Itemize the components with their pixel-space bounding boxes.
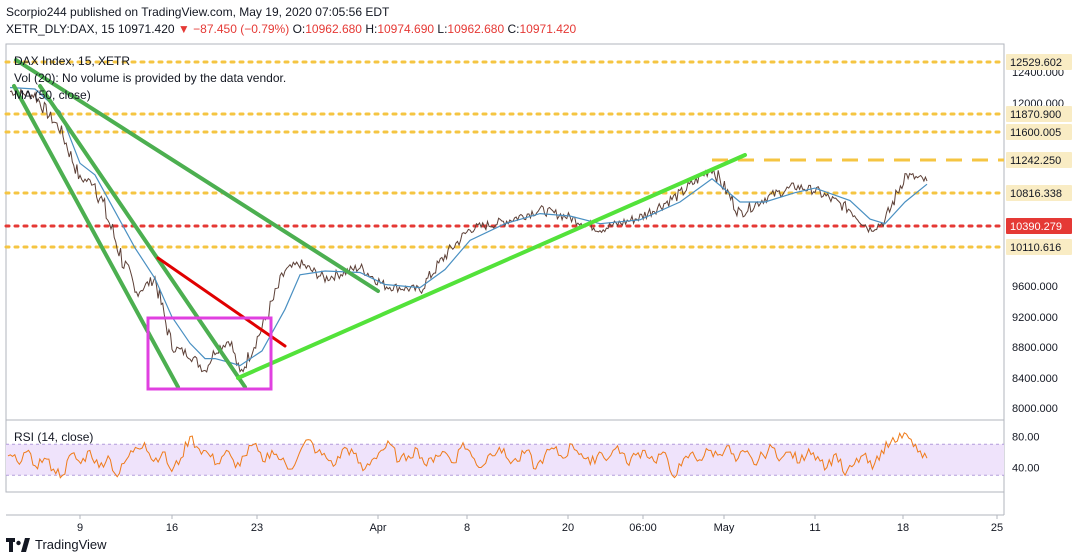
low-value: 10962.680 <box>447 22 505 36</box>
rsi-line <box>7 432 928 479</box>
x-tick-label: 06:00 <box>629 522 657 534</box>
level-price-label: 12529.602 <box>1010 57 1062 69</box>
x-tick-label: Apr <box>369 522 386 534</box>
level-price-labels: 12529.602 11870.900 11600.005 11242.250 1081… <box>1006 54 1072 255</box>
close-value: 10971.420 <box>519 22 577 36</box>
legend-rsi: RSI (14, close) <box>14 430 93 444</box>
rsi-overbought-oversold-band <box>6 444 1004 476</box>
footer-brand-label: TradingView <box>35 537 107 552</box>
trendline-red[interactable] <box>156 256 287 348</box>
trendline-down-mid[interactable] <box>38 84 247 389</box>
level-label-bg <box>1006 124 1072 140</box>
x-tick-label: 20 <box>562 522 574 534</box>
y-tick-label: 8000.000 <box>1012 403 1058 415</box>
x-tick-label: 16 <box>166 522 178 534</box>
high-value: 10974.690 <box>377 22 435 36</box>
open-label: O: <box>292 22 306 36</box>
x-tick-label: May <box>714 522 735 534</box>
symbol-label: XETR_DLY:DAX, 15 <box>6 22 115 36</box>
level-label-bg <box>1006 185 1072 201</box>
close-label: C: <box>507 22 520 36</box>
y-tick-label: 9200.000 <box>1012 312 1058 324</box>
x-tick-label: 9 <box>77 522 83 534</box>
x-tick-label: 25 <box>991 522 1003 534</box>
legend-volume-note: Vol (20): No volume is provided by the d… <box>14 71 286 85</box>
level-price-label: 11242.250 <box>1010 155 1061 167</box>
level-label-bg <box>1006 54 1072 70</box>
price-series <box>9 88 928 373</box>
rsi-tick-label: 80.00 <box>1012 432 1040 444</box>
low-label: L: <box>437 22 448 36</box>
level-price-label: 11870.900 <box>1010 109 1061 121</box>
price-line <box>9 88 928 373</box>
y-tick-label: 8400.000 <box>1012 373 1058 385</box>
high-label: H: <box>365 22 378 36</box>
tradingview-logo-icon <box>6 537 30 552</box>
x-tick-label: 8 <box>464 522 470 534</box>
x-tick-label: 23 <box>251 522 263 534</box>
rsi-series <box>7 432 928 479</box>
consolidation-box[interactable] <box>146 316 273 391</box>
rsi-band <box>6 443 1004 476</box>
publisher-line: Scorpio244 published on TradingView.com,… <box>6 5 390 19</box>
x-tick-label: 11 <box>809 522 820 534</box>
footer-brand[interactable]: TradingView <box>6 537 107 552</box>
open-value: 10962.680 <box>305 22 362 36</box>
trendline-up[interactable] <box>236 153 747 380</box>
legend-instrument: DAX Index, 15, XETR <box>14 54 130 68</box>
x-tick-label: 18 <box>897 522 909 534</box>
level-price-label: 11600.005 <box>1010 127 1061 139</box>
level-label-bg <box>1006 106 1072 122</box>
level-price-label: 10816.338 <box>1010 188 1062 200</box>
horizontal-levels <box>4 60 1006 249</box>
price-pane-frame <box>5 43 1005 421</box>
trendline-down-left[interactable] <box>12 84 180 389</box>
legend-ma: MA (50, close) <box>14 88 91 102</box>
price-change: −87.450 (−0.79%) <box>193 22 290 36</box>
change-arrow-icon: ▼ <box>177 22 190 36</box>
y-tick-label: 9600.000 <box>1012 281 1058 293</box>
level-label-bg <box>1006 239 1072 255</box>
level-price-label: 10110.616 <box>1010 242 1061 254</box>
trendline-down-upper[interactable] <box>14 58 380 293</box>
ma-series <box>9 86 928 367</box>
y-tick-label: 8800.000 <box>1012 342 1058 354</box>
last-price: 10971.420 <box>117 22 175 36</box>
level-price-label: 10390.279 <box>1010 221 1062 233</box>
ma-line <box>9 86 928 367</box>
trend-drawings <box>12 58 747 391</box>
rsi-tick-label: 40.00 <box>1012 463 1040 475</box>
level-label-bg <box>1006 152 1072 168</box>
x-axis-ticks: 9 16 23 Apr 8 20 06:00 May 11 18 25 <box>77 515 1003 534</box>
level-label-bg <box>1006 218 1072 234</box>
symbol-ohlc-line: XETR_DLY:DAX, 15 10971.420 ▼ −87.450 (−0… <box>6 22 576 36</box>
rsi-axis-ticks: 80.00 40.00 <box>1012 432 1040 475</box>
